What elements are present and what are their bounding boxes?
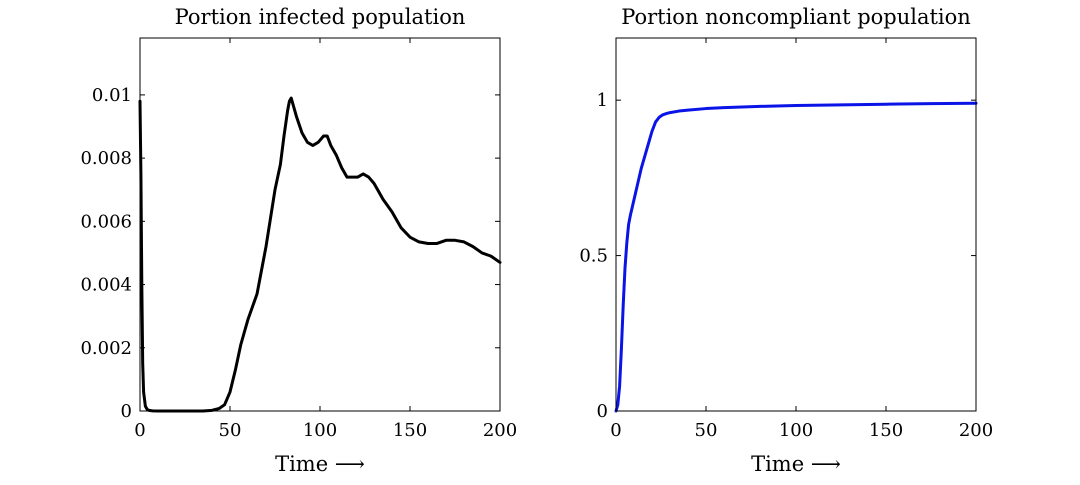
noncompliant-x-tick-label: 100 (779, 420, 813, 441)
infected-chart-title: Portion infected population (175, 5, 466, 29)
noncompliant-x-tick-label: 50 (695, 420, 718, 441)
infected-x-tick-label: 200 (483, 420, 517, 441)
noncompliant-y-tick-label: 0.5 (579, 246, 608, 267)
infected-y-tick-label: 0.006 (80, 211, 132, 232)
noncompliant-x-tick-label: 150 (869, 420, 903, 441)
noncompliant-y-tick-label: 0 (597, 401, 608, 422)
infected-series-line (138, 96, 502, 413)
noncompliant-x-tick-label: 200 (959, 420, 993, 441)
noncompliant-plot-frame (615, 37, 977, 412)
infected-chart-x-axis-label: Time ⟶ (275, 452, 365, 476)
infected-y-tick-label: 0 (121, 401, 132, 422)
noncompliant-y-tick-label: 1 (597, 90, 608, 111)
infected-x-tick-label: 50 (219, 420, 242, 441)
infected-x-tick-label: 0 (134, 420, 145, 441)
noncompliant-chart-panel: Portion noncompliant population Time ⟶ 0… (579, 5, 993, 476)
noncompliant-x-tick-label: 0 (610, 420, 621, 441)
infected-x-tick-label: 150 (393, 420, 427, 441)
infected-y-tick-label: 0.01 (92, 85, 132, 106)
noncompliant-series-line (614, 101, 978, 413)
infected-y-tick-label: 0.002 (80, 338, 132, 359)
infected-x-tick-label: 100 (303, 420, 337, 441)
infected-y-tick-label: 0.004 (80, 275, 132, 296)
infected-y-tick-label: 0.008 (80, 148, 132, 169)
infected-chart-panel: Portion infected population Time ⟶ 0 50 10… (80, 5, 517, 476)
noncompliant-chart-x-axis-label: Time ⟶ (751, 452, 841, 476)
noncompliant-chart-title: Portion noncompliant population (621, 5, 971, 29)
infected-plot-frame (139, 37, 501, 412)
